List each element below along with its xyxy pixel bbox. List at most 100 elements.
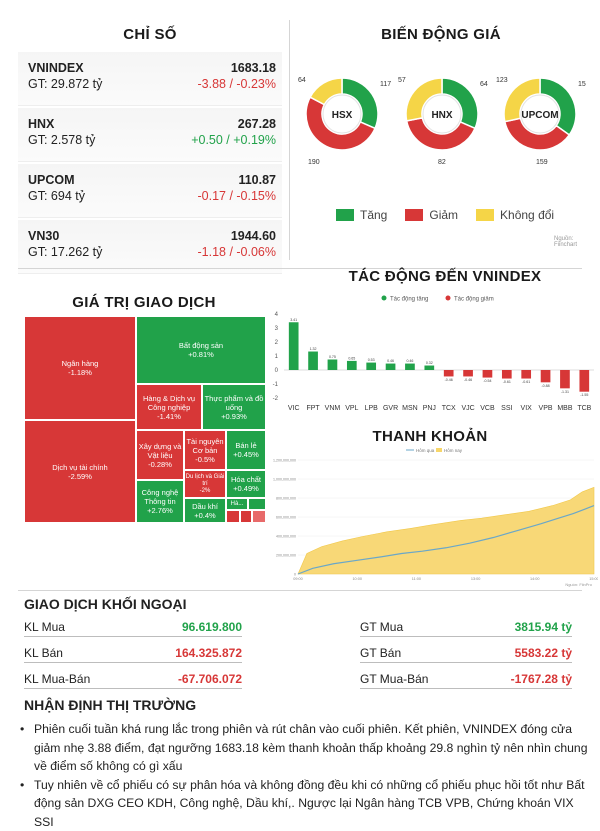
cell-change: +0.4% xyxy=(194,511,215,520)
legend-swatch xyxy=(405,209,423,221)
impact-category: VIX xyxy=(521,405,533,412)
treemap-cell-banks[interactable]: Ngân hàng-1.18% xyxy=(24,316,136,420)
legend-label: Giảm xyxy=(429,208,458,222)
index-value: 1683.18 xyxy=(231,60,276,76)
impact-bar-chart: Tác động tăng Tác động giảm 43210-1-23.4… xyxy=(272,292,598,422)
impact-bar[interactable] xyxy=(502,370,512,379)
impact-bar-label: -0.88 xyxy=(541,384,549,388)
cell-change: +0.49% xyxy=(233,484,259,493)
impact-bar-label: 3.41 xyxy=(290,318,297,322)
foreign-label: GT Mua-Bán xyxy=(360,672,428,686)
impact-category: VPL xyxy=(345,405,358,412)
impact-bar[interactable] xyxy=(483,370,493,378)
foreign-value: 5583.22 tỷ xyxy=(515,646,572,660)
impact-bar[interactable] xyxy=(521,370,531,379)
cell-label: Hàng & Dịch vụ Công nghiệp xyxy=(137,394,201,412)
treemap-cell-it[interactable]: Công nghệ Thông tin+2.76% xyxy=(136,480,184,523)
index-name: VN30 xyxy=(28,228,59,244)
impact-bar-label: -1.55 xyxy=(580,393,588,397)
impact-bar[interactable] xyxy=(386,364,396,370)
donut-down-count: 159 xyxy=(536,159,548,166)
cell-change: -0.5% xyxy=(195,455,215,464)
donut-label: UPCOM xyxy=(521,110,558,121)
treemap-cell-oil-gas[interactable]: Dầu khí+0.4% xyxy=(184,498,226,523)
impact-bar[interactable] xyxy=(444,370,454,376)
foreign-value: -67.706.072 xyxy=(178,672,242,686)
impact-category: VIC xyxy=(288,405,300,412)
impact-bar[interactable] xyxy=(405,364,415,370)
legend-a-label: Hôm qua xyxy=(416,448,435,453)
legend-up: Tăng xyxy=(336,208,387,222)
impact-bar[interactable] xyxy=(560,370,570,388)
treemap-cell-real-estate[interactable]: Bất động sản+0.81% xyxy=(136,316,266,384)
treemap-cell-small[interactable]: Hà... xyxy=(226,498,248,510)
foreign-value: 3815.94 tỷ xyxy=(515,620,572,634)
treemap-cell-food[interactable]: Thực phẩm và đồ uống+0.93% xyxy=(202,384,266,430)
impact-category: VCB xyxy=(480,405,495,412)
impact-category: VPB xyxy=(539,405,553,412)
index-gt: GT: 694 tỷ xyxy=(28,188,85,204)
impact-bar[interactable] xyxy=(424,366,434,370)
impact-bar-label: 0.46 xyxy=(406,359,413,363)
foreign-value: -1767.28 tỷ xyxy=(511,672,572,686)
impact-bar[interactable] xyxy=(308,352,318,370)
foreign-label: KL Mua xyxy=(24,620,65,634)
impact-bar[interactable] xyxy=(347,361,357,370)
vertical-divider xyxy=(289,20,290,260)
legend-label: Không đổi xyxy=(500,208,554,222)
impact-category: LPB xyxy=(365,405,379,412)
cell-change: -1.18% xyxy=(68,368,92,377)
treemap-cell-finance[interactable]: Dịch vụ tài chính-2.59% xyxy=(24,420,136,523)
impact-bar[interactable] xyxy=(328,360,338,371)
treemap-cell-small-3 xyxy=(226,510,240,523)
liquidity-chart: Hôm qua Hôm nay 1,200,000,0001,000,000,0… xyxy=(272,448,598,590)
legend-flat: Không đổi xyxy=(476,208,554,222)
liquidity-ytick: 200,000,000 xyxy=(276,554,296,558)
impact-bar[interactable] xyxy=(541,370,551,382)
foreign-row-net-vol: KL Mua-Bán-67.706.072 xyxy=(24,669,242,689)
liquidity-today-area xyxy=(298,487,594,574)
liquidity-xtick: 15:00 xyxy=(589,577,598,581)
legend-b-label: Hôm nay xyxy=(444,448,463,453)
legend-down-dot xyxy=(446,296,451,301)
treemap-cell-travel[interactable]: Du lịch và Giải trí-2% xyxy=(184,470,226,498)
treemap-cell-retail[interactable]: Bán lẻ+0.45% xyxy=(226,430,266,470)
treemap-cell-construction[interactable]: Xây dựng và Vật liệu-0.28% xyxy=(136,430,184,480)
treemap-cell-small-2 xyxy=(248,498,266,510)
impact-ytick: -1 xyxy=(273,382,279,388)
donut-upcom[interactable]: UPCOM 151 123 159 xyxy=(496,77,586,166)
donut-label: HSX xyxy=(332,110,353,121)
impact-bar[interactable] xyxy=(289,322,299,370)
donut-label: HNX xyxy=(431,110,452,121)
cell-label: Hà... xyxy=(231,500,244,509)
impact-bar[interactable] xyxy=(579,370,589,392)
impact-bar[interactable] xyxy=(366,363,376,370)
foreign-label: GT Mua xyxy=(360,620,403,634)
cell-label: Công nghệ Thông tin xyxy=(137,488,183,506)
index-gt: GT: 17.262 tỷ xyxy=(28,244,102,260)
cell-change: -0.28% xyxy=(148,460,172,469)
donut-flat-count: 123 xyxy=(496,77,508,84)
treemap-cell-chemicals[interactable]: Hóa chất+0.49% xyxy=(226,470,266,498)
treemap-cell-industrial[interactable]: Hàng & Dịch vụ Công nghiệp-1.41% xyxy=(136,384,202,430)
impact-bar[interactable] xyxy=(463,370,473,376)
treemap-cell-resources[interactable]: Tài nguyên Cơ bản-0.5% xyxy=(184,430,226,470)
impact-ytick: 0 xyxy=(275,368,279,374)
index-value: 1944.60 xyxy=(231,228,276,244)
liquidity-ytick: 600,000,000 xyxy=(276,516,296,520)
liquidity-ytick: 1,200,000,000 xyxy=(273,459,296,463)
donut-down-count: 190 xyxy=(308,159,320,166)
legend-up-dot xyxy=(382,296,387,301)
donut-up-count: 151 xyxy=(578,81,586,88)
impact-category: VNM xyxy=(325,405,341,412)
legend-swatch xyxy=(476,209,494,221)
foreign-label: KL Bán xyxy=(24,646,63,660)
